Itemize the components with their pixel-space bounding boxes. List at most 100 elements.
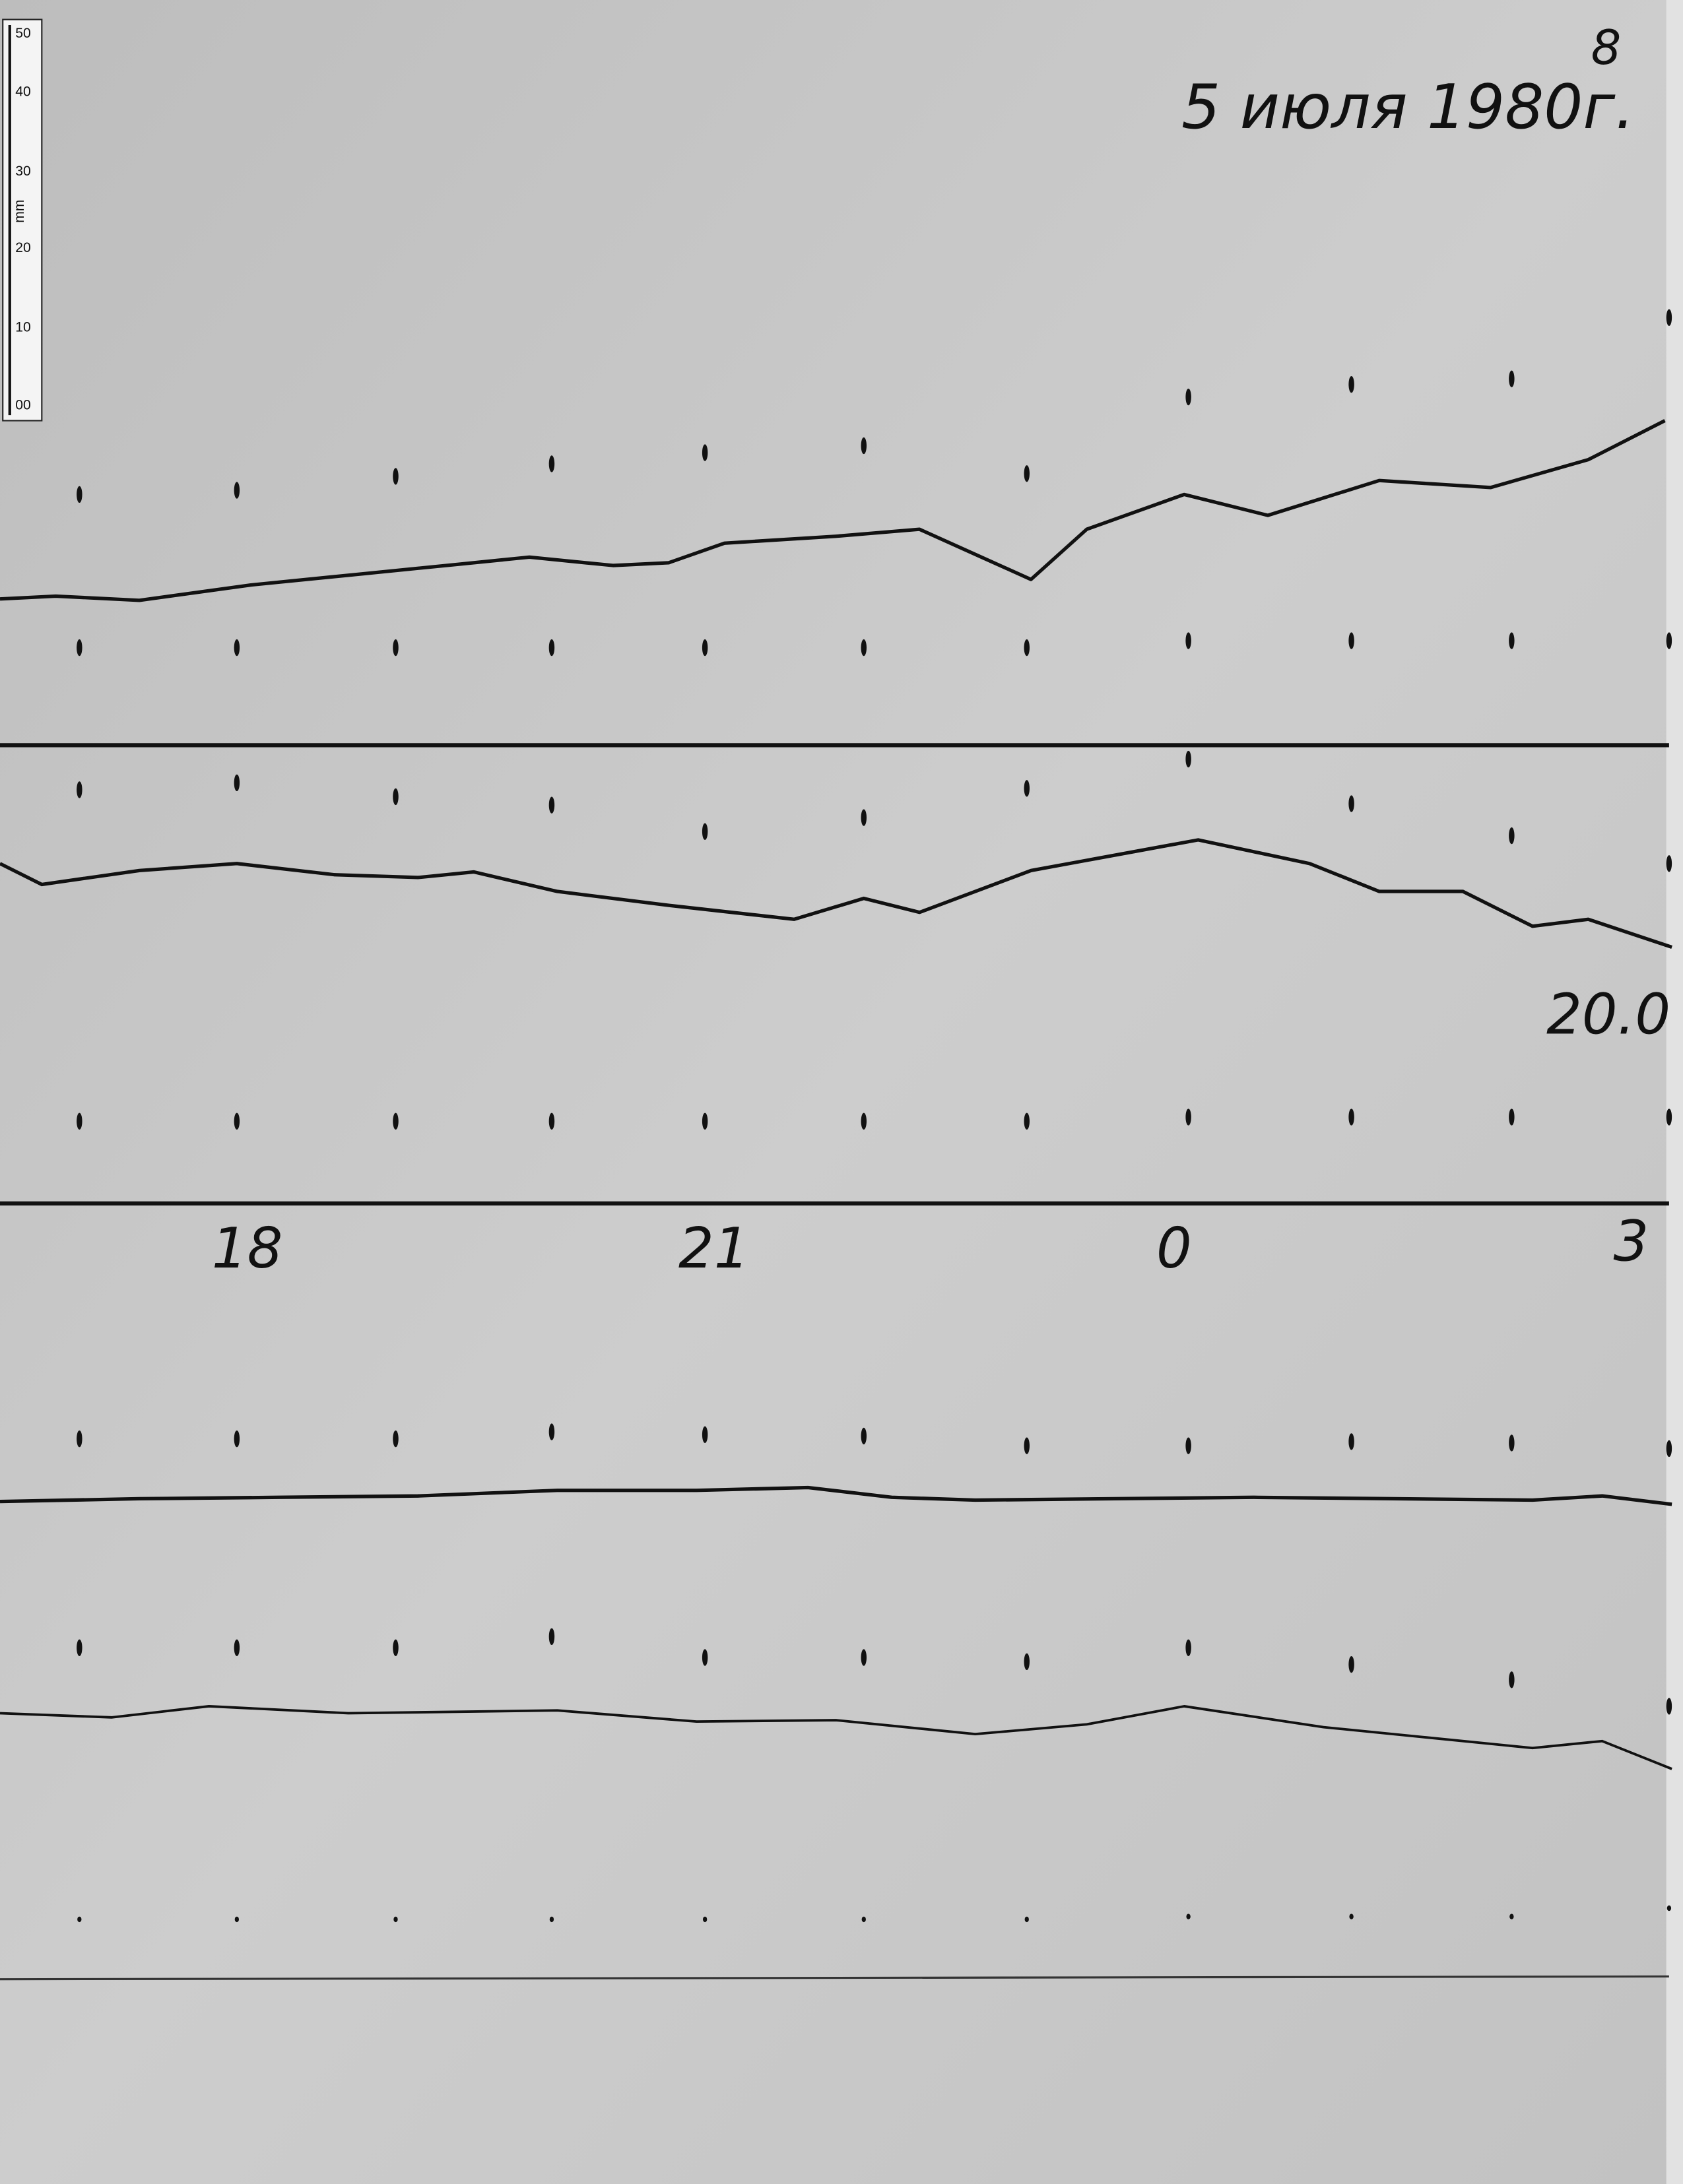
ruler-label: 20 bbox=[15, 240, 30, 255]
ruler-label: 40 bbox=[15, 84, 30, 100]
timing-mark bbox=[77, 1112, 82, 1130]
timing-mark bbox=[548, 1112, 555, 1130]
time-label: 3 bbox=[1613, 1209, 1649, 1273]
timing-mark bbox=[1666, 1698, 1672, 1715]
timing-mark bbox=[702, 639, 708, 657]
timing-mark bbox=[549, 1916, 554, 1923]
timing-mark bbox=[1024, 1916, 1029, 1923]
paper-edge bbox=[1666, 0, 1683, 2184]
timing-mark bbox=[702, 1649, 708, 1666]
timing-mark bbox=[1185, 632, 1191, 649]
timing-mark bbox=[548, 1423, 555, 1440]
date: 5 июля 1980г. bbox=[1181, 71, 1635, 143]
timing-mark bbox=[1509, 1913, 1514, 1919]
timing-mark bbox=[1024, 639, 1030, 657]
timing-mark bbox=[1666, 1905, 1672, 1911]
timing-mark bbox=[393, 468, 399, 485]
trace bbox=[0, 838, 1672, 949]
timing-mark bbox=[77, 486, 82, 503]
timing-mark bbox=[1348, 795, 1354, 812]
timing-mark bbox=[702, 444, 708, 461]
timing-mark bbox=[1186, 1913, 1191, 1919]
timing-mark bbox=[1348, 1655, 1354, 1673]
timing-mark bbox=[702, 823, 708, 840]
timing-mark bbox=[234, 774, 240, 792]
timing-mark bbox=[393, 1639, 399, 1656]
timing-mark bbox=[393, 1916, 398, 1923]
timing-mark bbox=[393, 788, 399, 806]
timing-mark bbox=[1185, 1108, 1191, 1126]
timing-mark bbox=[1024, 1437, 1030, 1454]
timing-mark bbox=[1509, 1671, 1515, 1688]
timing-mark bbox=[1348, 632, 1354, 649]
timing-mark bbox=[1509, 1108, 1515, 1126]
ruler-unit: mm bbox=[12, 200, 27, 223]
ruler-label: 10 bbox=[15, 319, 30, 335]
timing-mark bbox=[1509, 1434, 1515, 1452]
ruler-label: 00 bbox=[15, 398, 30, 413]
trace-label: 20.0 bbox=[1546, 982, 1670, 1046]
timing-mark bbox=[861, 1112, 867, 1130]
ruler-label: 30 bbox=[15, 164, 30, 179]
timing-mark bbox=[861, 1916, 866, 1923]
timing-mark bbox=[77, 639, 82, 657]
timing-mark bbox=[1024, 1653, 1030, 1671]
timing-mark bbox=[1349, 1913, 1354, 1919]
timing-mark bbox=[1509, 632, 1515, 649]
timing-mark bbox=[1185, 750, 1191, 768]
timing-mark bbox=[861, 1649, 867, 1666]
timing-mark bbox=[548, 455, 555, 472]
timing-mark bbox=[1024, 780, 1030, 797]
timing-mark bbox=[1024, 1112, 1030, 1130]
timing-mark bbox=[234, 1639, 240, 1656]
timing-mark bbox=[77, 1430, 82, 1448]
timing-mark bbox=[77, 1916, 82, 1923]
baseline bbox=[0, 1975, 1669, 1981]
ruler: 50 40 30 20 10 00 mm bbox=[2, 18, 43, 422]
timing-mark bbox=[1509, 370, 1515, 387]
time-label: 18 bbox=[212, 1216, 282, 1281]
timing-mark bbox=[393, 1112, 399, 1130]
timing-mark bbox=[77, 781, 82, 798]
timing-mark bbox=[1666, 1108, 1672, 1126]
timing-mark bbox=[393, 1430, 399, 1448]
timing-mark bbox=[702, 1426, 708, 1443]
timing-mark bbox=[393, 639, 399, 657]
page-number: 8 bbox=[1591, 20, 1622, 75]
timing-mark bbox=[1509, 827, 1515, 845]
timing-mark bbox=[1185, 388, 1191, 406]
timing-mark bbox=[861, 437, 867, 455]
timing-mark bbox=[1666, 1440, 1672, 1458]
timing-mark bbox=[548, 796, 555, 814]
time-label: 0 bbox=[1156, 1216, 1192, 1281]
timing-mark bbox=[861, 639, 867, 657]
timing-mark bbox=[1666, 632, 1672, 649]
timing-mark bbox=[1666, 309, 1672, 326]
timing-mark bbox=[1666, 855, 1672, 872]
timing-marks bbox=[77, 309, 1672, 1923]
ruler-label: 50 bbox=[15, 26, 30, 41]
timing-mark bbox=[234, 1430, 240, 1448]
timing-mark bbox=[1185, 1639, 1191, 1656]
timing-mark bbox=[702, 1112, 708, 1130]
timing-mark bbox=[861, 1427, 867, 1445]
timing-mark bbox=[77, 1639, 82, 1656]
timing-mark bbox=[234, 1112, 240, 1130]
timing-mark bbox=[1185, 1437, 1191, 1454]
timing-mark bbox=[1348, 375, 1354, 393]
trace bbox=[0, 1485, 1672, 1506]
time-label: 21 bbox=[678, 1216, 749, 1281]
trace bbox=[0, 419, 1666, 602]
timing-mark bbox=[861, 809, 867, 826]
timing-mark bbox=[234, 1916, 240, 1923]
timing-mark bbox=[234, 639, 240, 657]
timing-mark bbox=[1024, 465, 1030, 482]
timing-mark bbox=[234, 482, 240, 499]
timing-mark bbox=[1348, 1108, 1354, 1126]
timing-mark bbox=[548, 1628, 555, 1646]
timing-mark bbox=[1348, 1433, 1354, 1450]
trace bbox=[0, 1705, 1672, 1770]
